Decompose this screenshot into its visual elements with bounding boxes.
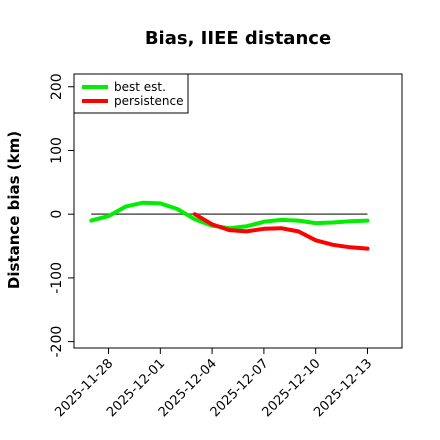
x-axis: 2025-11-282025-12-012025-12-042025-12-07… — [52, 348, 375, 420]
series-layer — [89, 200, 370, 251]
y-tick-label: 100 — [49, 137, 65, 164]
chart-title: Bias, IIEE distance — [145, 28, 331, 49]
y-tick-label: 200 — [49, 73, 65, 100]
legend-box — [73, 73, 189, 114]
plot-frame — [73, 73, 403, 349]
y-tick-label: 0 — [49, 210, 65, 219]
legend: best est. persistence — [73, 73, 189, 114]
series-line-persistence — [192, 212, 370, 251]
legend-label-persistence: persistence — [114, 94, 183, 108]
y-axis-label: Distance bias (km) — [5, 131, 23, 289]
y-tick-label: -100 — [49, 262, 65, 294]
legend-label-best-est: best est. — [114, 80, 166, 94]
series-line-best-est — [89, 200, 370, 231]
y-tick-label: -200 — [49, 326, 65, 358]
y-axis: -200 -100 0 100 200 — [49, 73, 74, 358]
